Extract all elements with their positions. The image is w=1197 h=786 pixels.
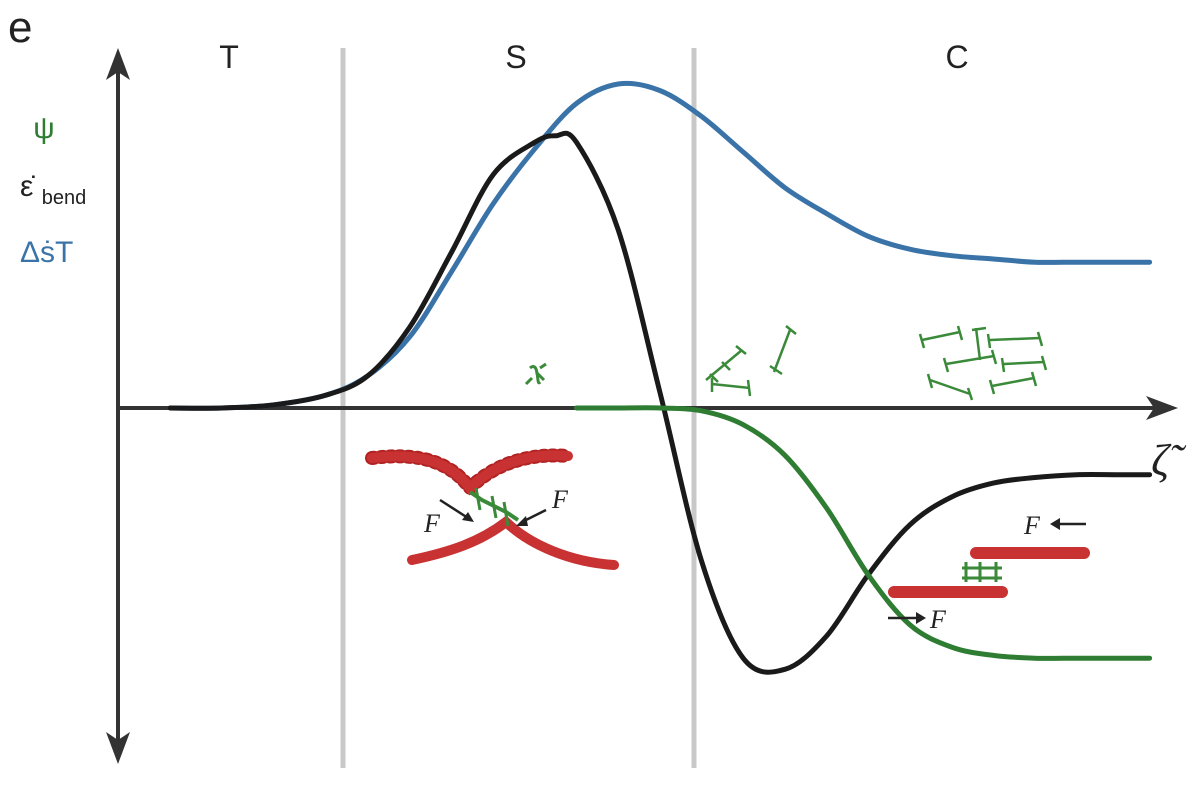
crosslinker-c-9 [988,371,1038,395]
region-label-c: C [945,39,968,75]
curve-bending-strain-rate [167,130,1153,675]
y-label-entropy: ΔṡT [20,236,73,269]
crosslinker-c-10 [971,326,987,361]
y-axis-arrow-down [106,732,130,764]
force-arrow-c-bottom-head [916,612,926,624]
force-label-c-top: F [1023,511,1041,540]
crosslinker-c-bridge [962,562,1002,582]
crosslinker-c-1 [705,345,747,383]
crosslinker-c-3 [769,325,797,376]
y-label-strain-rate-text: ε̇ [20,170,35,203]
force-arrow-right-head [516,516,528,526]
crosslinker-c-5 [942,349,998,373]
crosslinker-c-6 [926,373,974,401]
crosslinker-c-7 [986,331,1044,349]
filament-upper-core [367,450,573,496]
y-axis-arrow-up [106,48,130,80]
y-label-entropy-text: ΔṡT [20,236,73,269]
curve-crosslinker-coverage [574,405,1153,661]
x-axis-arrow [1146,396,1178,420]
force-arrow-left-head [462,512,474,522]
crosslinker-c-2 [710,378,752,397]
filament-lower [407,515,619,570]
y-label-psi-text: ψ [33,112,54,145]
crosslinker-c-4 [918,325,964,349]
x-axis-label: ζ̃ [1151,436,1187,485]
crosslinker-free-s [524,362,547,386]
crosslinker-c-8 [1000,355,1048,373]
y-label-strain-rate: ε̇ bend [20,170,86,209]
sliding-filaments-illustration: F F [888,511,1090,634]
force-label-s-right: F [551,485,569,514]
crosslinker-s-2 [474,487,510,527]
crossing-filaments-illustration: F F [365,448,619,570]
panel-letter: e [8,3,32,52]
force-arrow-c-top-head [1050,518,1060,530]
free-crosslinkers-c [705,325,1048,401]
force-arrow-left [439,498,469,520]
free-crosslinker-s [524,362,547,386]
force-label-c-bottom: F [929,605,947,634]
y-label-strain-rate-sub: bend [42,187,87,209]
force-label-s-left: F [423,509,441,538]
y-label-psi: ψ [33,112,54,145]
region-label-s: S [505,39,526,75]
region-label-t: T [219,39,239,75]
curves-group [167,80,1153,675]
